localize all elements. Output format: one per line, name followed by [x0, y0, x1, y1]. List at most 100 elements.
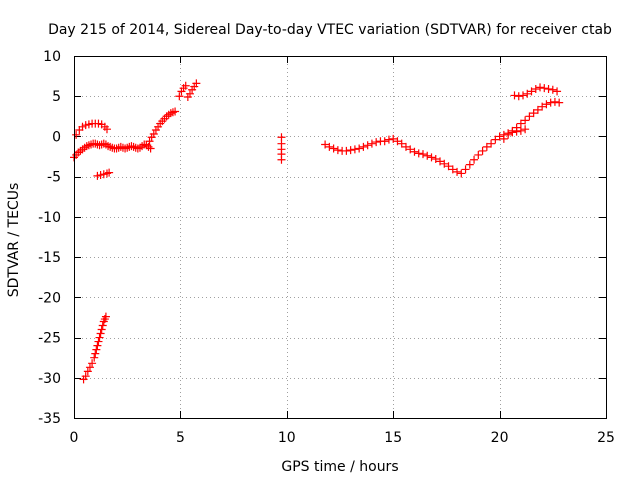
data-point — [384, 135, 393, 144]
data-point — [91, 139, 100, 148]
data-point — [508, 126, 517, 135]
data-point — [325, 142, 334, 151]
x-axis-title: GPS time / hours — [281, 459, 398, 475]
data-point — [92, 345, 101, 354]
data-point — [277, 155, 286, 164]
data-point — [149, 130, 158, 139]
data-point — [116, 142, 125, 151]
data-points — [70, 79, 564, 384]
data-point — [389, 134, 398, 143]
data-point — [491, 135, 500, 144]
series-arc-isolated — [277, 133, 286, 164]
data-point — [91, 349, 100, 358]
data-point — [465, 160, 474, 169]
data-point — [510, 91, 519, 100]
axis-ticks — [74, 56, 607, 419]
series-arc-peak — [175, 79, 201, 102]
data-point — [410, 147, 419, 156]
data-point — [482, 142, 491, 151]
data-point — [181, 81, 190, 90]
data-point — [436, 157, 445, 166]
x-tick-label: 0 — [70, 430, 79, 446]
data-point — [129, 142, 138, 151]
data-point — [470, 155, 479, 164]
data-point — [521, 116, 530, 125]
data-point — [527, 87, 536, 96]
data-point — [105, 168, 114, 177]
x-tick-label: 25 — [597, 430, 615, 446]
data-point — [519, 91, 528, 100]
x-tick-label: 10 — [278, 430, 296, 446]
y-tick-label: -10 — [38, 210, 61, 226]
data-point — [523, 89, 532, 98]
data-point — [531, 84, 540, 93]
x-tick-label: 5 — [176, 430, 185, 446]
series-arc-early-upper — [72, 119, 111, 139]
data-point — [553, 87, 562, 96]
data-point — [550, 97, 559, 106]
y-tick-labels: 10 5 0 -5 -10 -15 -20 -25 -30 -35 — [38, 49, 61, 427]
series-arc-early-lower — [70, 139, 155, 162]
y-tick-label: -35 — [38, 411, 61, 427]
data-point — [85, 363, 94, 372]
data-point — [495, 132, 504, 141]
data-point — [112, 144, 121, 153]
data-point — [512, 123, 521, 132]
data-point — [97, 325, 106, 334]
data-point — [95, 141, 104, 150]
data-point — [102, 125, 111, 134]
data-point — [329, 144, 338, 153]
y-tick-label: 0 — [52, 129, 61, 145]
data-point — [487, 139, 496, 148]
data-point — [440, 159, 449, 168]
x-tick-label: 20 — [491, 430, 509, 446]
data-point — [95, 333, 104, 342]
data-point — [175, 92, 184, 101]
data-point — [101, 312, 110, 321]
data-point — [521, 125, 530, 134]
data-point — [478, 146, 487, 155]
data-point — [548, 85, 557, 94]
plot-frame — [74, 56, 607, 419]
series-arc-late-lower — [499, 97, 564, 143]
data-point — [342, 146, 351, 155]
data-point — [123, 143, 132, 152]
chart-title: Day 215 of 2014, Sidereal Day-to-day VTE… — [48, 22, 612, 38]
data-point — [380, 137, 389, 146]
data-point — [474, 150, 483, 159]
series-arc-dip — [93, 168, 114, 180]
data-point — [72, 130, 81, 139]
data-point — [406, 145, 415, 154]
data-point — [538, 102, 547, 111]
data-point — [516, 119, 525, 128]
data-point — [514, 92, 523, 101]
y-tick-label: -20 — [38, 290, 61, 306]
data-point — [544, 84, 553, 93]
data-point — [372, 138, 381, 147]
data-point — [83, 367, 92, 376]
data-point — [321, 140, 330, 149]
data-point — [393, 137, 402, 146]
data-point — [363, 141, 372, 150]
data-point — [171, 107, 180, 116]
y-tick-label: -30 — [38, 371, 61, 387]
y-tick-label: 10 — [43, 49, 61, 65]
data-point — [346, 146, 355, 155]
y-tick-label: -15 — [38, 250, 61, 266]
series-arc-midday — [321, 125, 530, 178]
series-arc-rise — [145, 107, 180, 146]
data-point — [418, 150, 427, 159]
data-point — [448, 165, 457, 174]
data-point — [516, 126, 525, 135]
data-point — [542, 100, 551, 109]
data-point — [88, 359, 97, 368]
x-tick-labels: 0 5 10 15 20 25 — [70, 430, 615, 446]
data-point — [536, 83, 545, 92]
data-point — [98, 321, 107, 330]
data-point — [423, 151, 432, 160]
data-point — [444, 162, 453, 171]
x-tick-label: 15 — [384, 430, 402, 446]
data-point — [461, 165, 470, 174]
data-point — [525, 112, 534, 121]
